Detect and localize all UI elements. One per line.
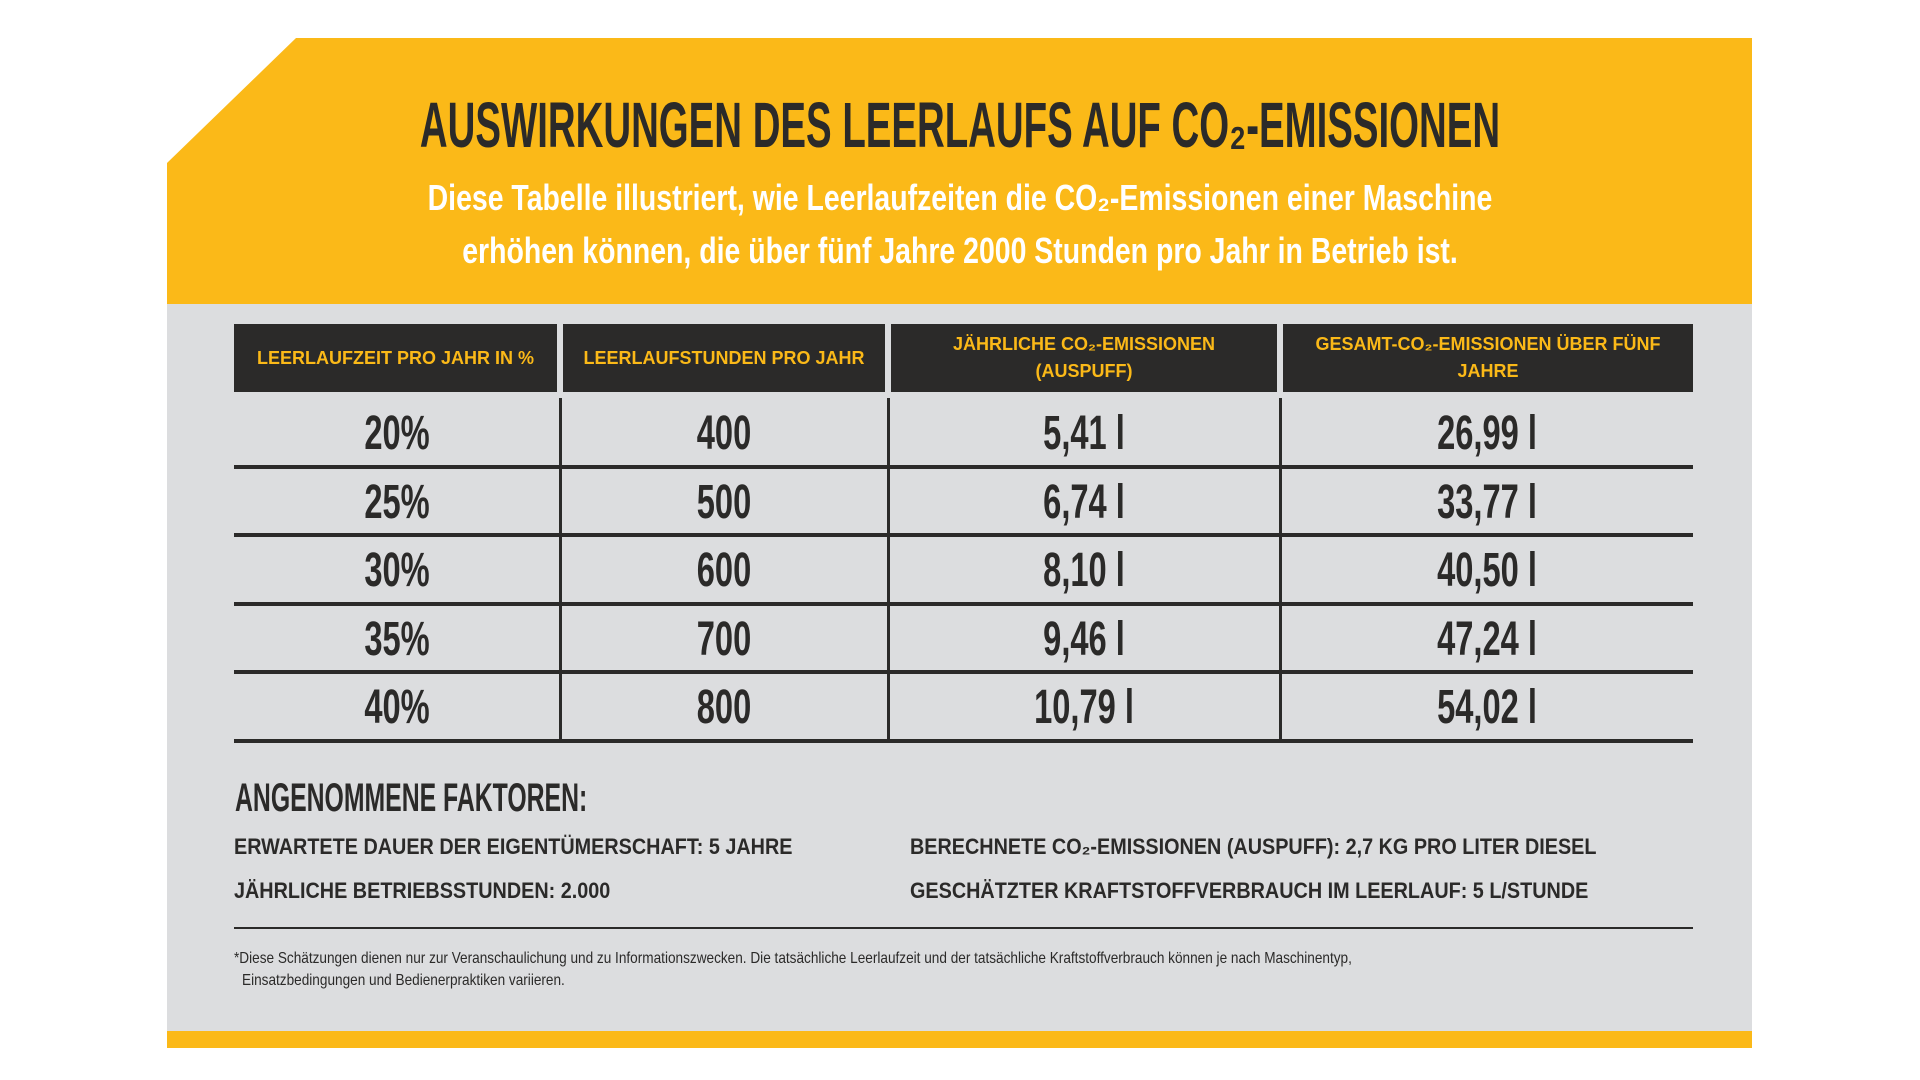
cell: 30% — [364, 544, 430, 597]
cell: 25% — [364, 475, 430, 529]
cell: 5,41 l — [1043, 407, 1125, 460]
cell: 26,99 l — [1436, 407, 1537, 460]
row-line — [234, 738, 1693, 743]
factor: GESCHÄTZTER KRAFTSTOFFVERBRAUCH IM LEERL… — [910, 878, 1589, 903]
column-header: LEERLAUFZEIT PRO JAHR IN % — [234, 324, 557, 392]
cell: 10,79 l — [1034, 681, 1134, 734]
column-header: LEERLAUFSTUNDEN PRO JAHR — [563, 324, 885, 392]
row-line — [234, 533, 1693, 537]
footnote: Einsatzbedingungen und Bedienerpraktiken… — [242, 972, 565, 989]
footnote: *Diese Schätzungen dienen nur zur Verans… — [234, 950, 1352, 967]
column-header: JÄHRLICHE CO₂-EMISSIONEN (AUSPUFF) — [891, 324, 1277, 392]
cell: 47,24 l — [1436, 612, 1537, 666]
cell: 700 — [696, 612, 752, 666]
cell: 500 — [696, 475, 752, 529]
bottom-strip — [167, 1031, 1752, 1048]
cell: 400 — [696, 407, 752, 460]
cell: 54,02 l — [1436, 681, 1537, 734]
cell: 40,50 l — [1436, 544, 1537, 597]
column-line — [558, 398, 562, 741]
cell: 33,77 l — [1436, 475, 1537, 529]
column-line — [886, 398, 890, 741]
cell: 8,10 l — [1043, 544, 1125, 597]
cell: 20% — [364, 407, 430, 460]
cell: 6,74 l — [1043, 475, 1125, 529]
row-line — [234, 601, 1693, 606]
column-header: GESAMT-CO₂-EMISSIONEN ÜBER FÜNF JAHRE — [1283, 324, 1693, 392]
column-line — [1278, 398, 1282, 741]
subtitle: Diese Tabelle illustriert, wie Leerlaufz… — [427, 177, 1493, 218]
cell: 35% — [364, 612, 430, 666]
banner — [167, 38, 1752, 304]
subtitle: erhöhen können, die über fünf Jahre 2000… — [462, 230, 1458, 271]
factors-title: ANGENOMMENE FAKTOREN: — [235, 776, 588, 820]
cell: 800 — [696, 681, 752, 734]
panel — [167, 304, 1752, 1031]
factor: ERWARTETE DAUER DER EIGENTÜMERSCHAFT: 5 … — [234, 834, 793, 859]
factor: JÄHRLICHE BETRIEBSSTUNDEN: 2.000 — [234, 878, 611, 903]
row-line — [234, 670, 1693, 674]
factor: BERECHNETE CO₂-EMISSIONEN (AUSPUFF): 2,7… — [910, 834, 1597, 859]
cell: 600 — [696, 544, 752, 597]
title: AUSWIRKUNGEN DES LEERLAUFS AUF CO₂-EMISS… — [419, 89, 1501, 161]
cell: 40% — [364, 681, 430, 734]
cell: 9,46 l — [1043, 612, 1125, 666]
row-line — [234, 464, 1693, 469]
